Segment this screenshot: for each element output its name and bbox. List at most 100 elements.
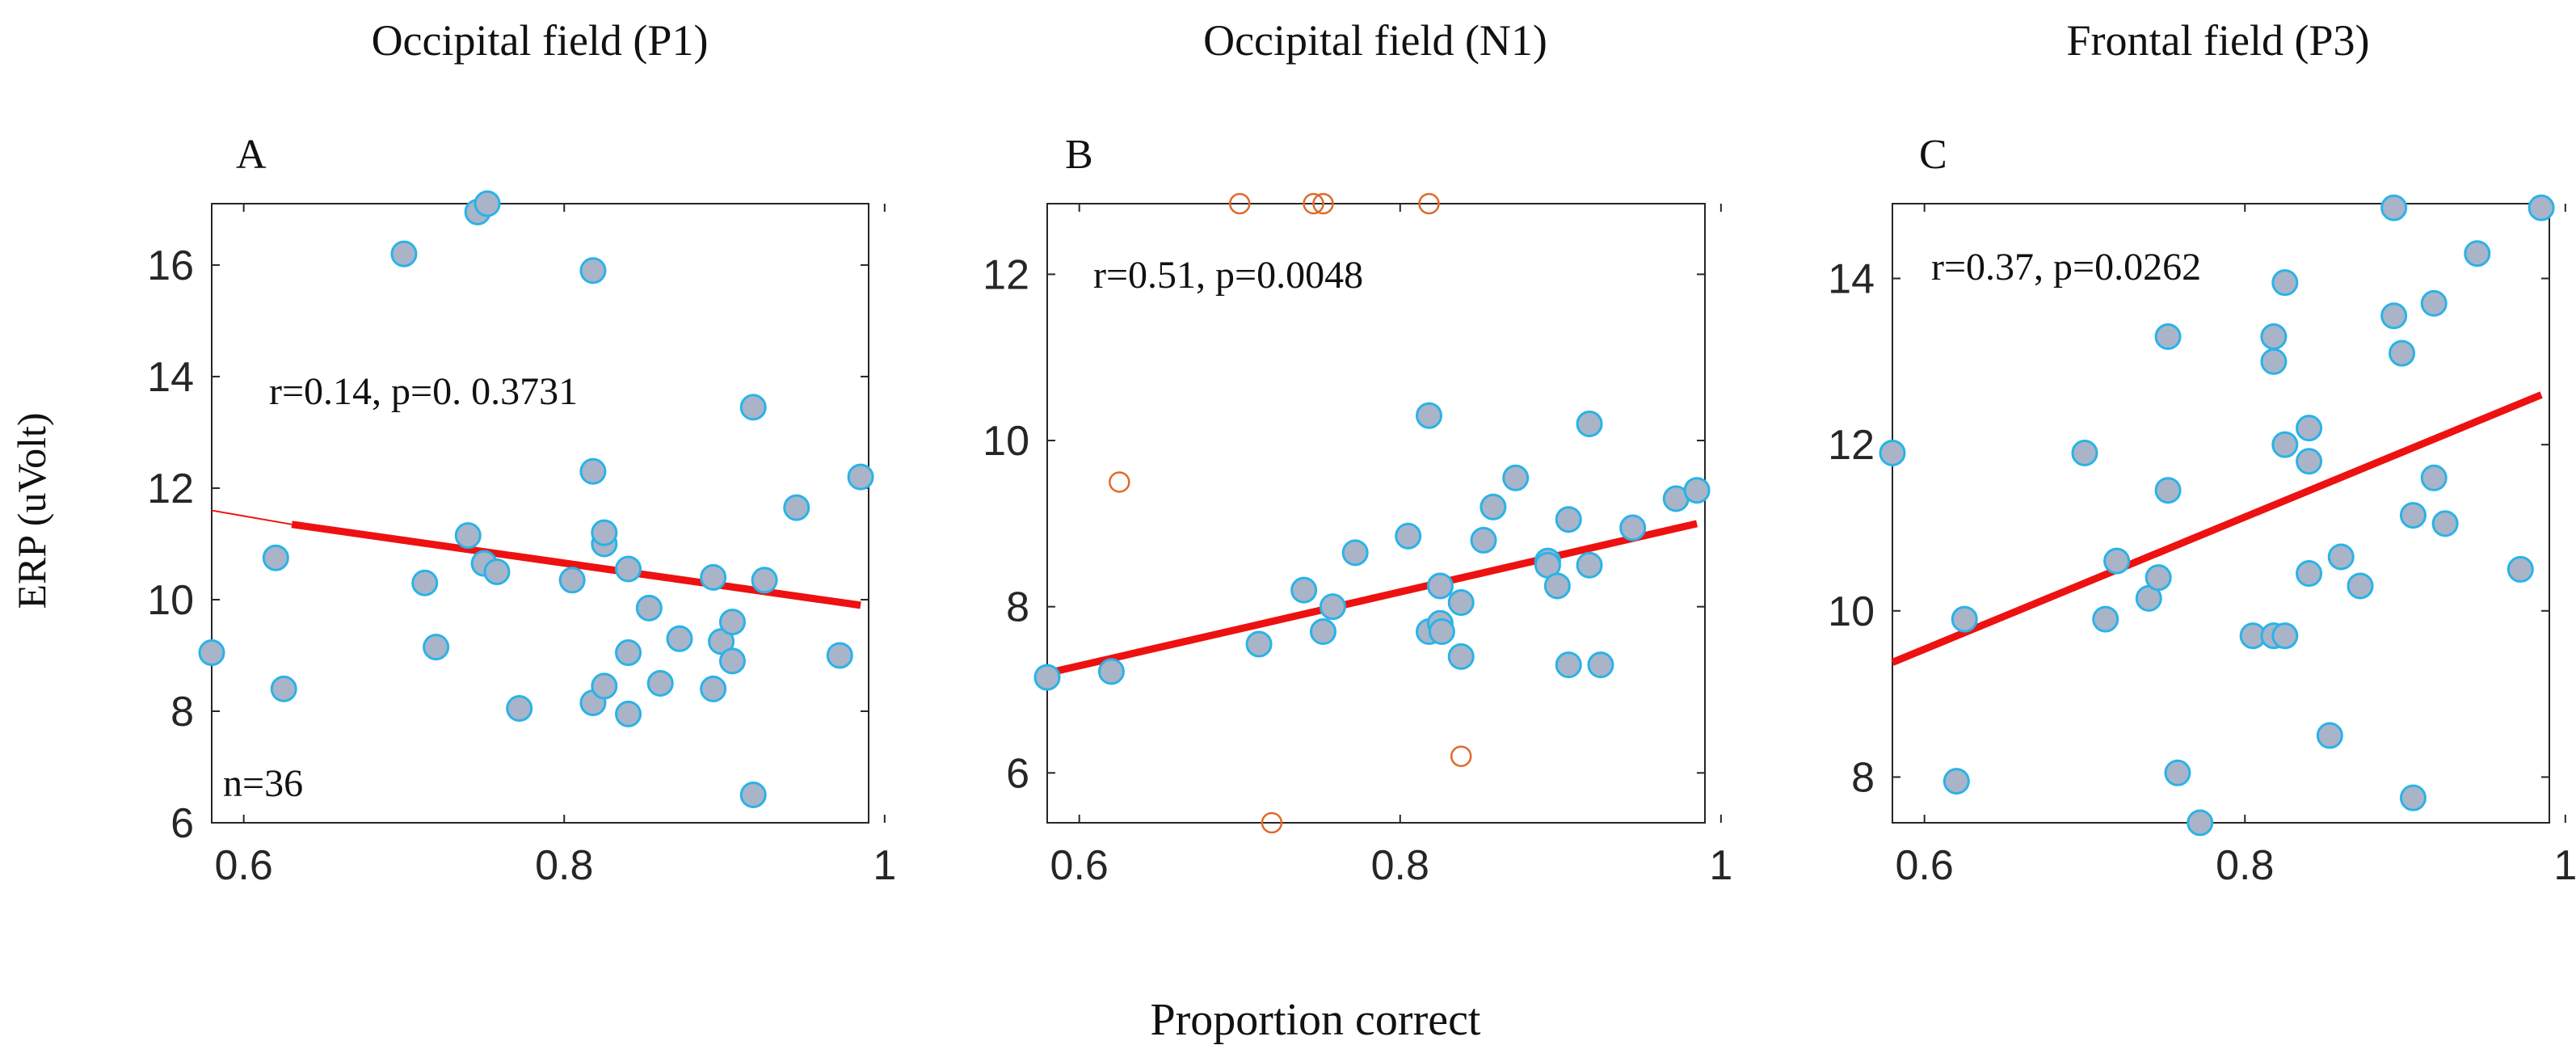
data-point — [1943, 768, 1970, 795]
data-point — [2164, 759, 2191, 786]
data-point — [1555, 506, 1582, 533]
outlier-point — [1418, 192, 1440, 215]
data-point — [270, 675, 297, 702]
data-point — [2389, 339, 2416, 367]
panel-label: A — [236, 132, 267, 178]
panel-label: C — [1919, 132, 1947, 178]
data-point — [1290, 576, 1318, 604]
data-point — [1683, 477, 1711, 504]
y-tick-label: 10 — [983, 418, 1029, 465]
y-tick-label: 10 — [147, 577, 194, 624]
data-point — [591, 672, 618, 700]
outlier-point — [1450, 745, 1472, 767]
data-point — [2420, 289, 2448, 317]
x-tick-label: 1 — [1709, 842, 1732, 889]
data-point — [1576, 410, 1603, 437]
data-point — [1619, 514, 1647, 542]
data-point — [2092, 605, 2119, 633]
x-axis-label: Proportion correct — [1151, 995, 1481, 1045]
stats-annotation: r=0.14, p=0. 0.3731 — [269, 370, 578, 413]
data-point — [1879, 439, 1906, 466]
data-point — [1951, 605, 1978, 633]
data-point — [474, 190, 501, 217]
data-point — [1033, 664, 1061, 691]
x-tick-label: 1 — [2553, 842, 2576, 889]
data-point — [1416, 402, 1443, 429]
stats-annotation: r=0.37, p=0.0262 — [1931, 246, 2201, 289]
data-point — [454, 522, 482, 550]
y-tick-label: 12 — [1828, 422, 1875, 469]
data-point — [718, 609, 746, 636]
data-point — [1341, 539, 1369, 567]
data-point — [700, 563, 727, 591]
y-tick-label: 14 — [147, 354, 194, 401]
data-point — [2327, 543, 2355, 571]
data-point — [2271, 622, 2299, 650]
data-point — [739, 781, 767, 808]
data-point — [1576, 551, 1603, 579]
data-point — [615, 555, 642, 583]
data-point — [2154, 477, 2182, 504]
data-point — [1502, 464, 1530, 491]
data-point — [2316, 722, 2343, 749]
data-point — [751, 567, 778, 594]
data-point — [2187, 809, 2214, 837]
data-point — [2103, 547, 2131, 575]
data-point — [2154, 323, 2182, 351]
data-point — [1555, 651, 1582, 679]
data-point — [2399, 502, 2427, 529]
data-point — [783, 494, 810, 521]
x-tick-label: 0.6 — [215, 842, 273, 889]
stats-annotation: r=0.51, p=0.0048 — [1093, 254, 1363, 297]
data-point — [708, 628, 735, 655]
fit-line — [1891, 391, 2543, 666]
outlier-point — [1303, 192, 1324, 215]
data-point — [1097, 658, 1125, 685]
data-point — [2420, 464, 2448, 491]
y-tick-label: 6 — [1006, 750, 1029, 797]
x-tick-label: 0.8 — [2216, 842, 2274, 889]
sample-size-label: n=36 — [223, 762, 303, 805]
data-point — [646, 669, 674, 697]
data-point — [390, 240, 418, 268]
data-point — [2380, 302, 2408, 330]
x-tick-label: 0.6 — [1896, 842, 1954, 889]
data-point — [1470, 526, 1497, 554]
data-point — [2145, 564, 2172, 592]
data-point — [2528, 194, 2555, 221]
outlier-point — [1109, 471, 1130, 493]
data-point — [739, 394, 767, 421]
y-tick-label: 16 — [147, 242, 194, 289]
outlier-point — [1312, 192, 1334, 215]
x-tick-label: 0.8 — [1371, 842, 1429, 889]
y-tick-label: 8 — [170, 689, 194, 735]
y-tick-label: 6 — [170, 800, 194, 847]
data-point — [423, 634, 450, 661]
x-tick-label: 0.8 — [535, 842, 593, 889]
data-point — [411, 569, 439, 596]
data-point — [2347, 572, 2374, 600]
data-point — [2399, 784, 2427, 811]
data-point — [2380, 194, 2408, 221]
data-point — [2260, 348, 2288, 375]
data-point — [483, 558, 511, 585]
data-point — [591, 519, 618, 546]
panels: Occipital field (P1)A0.6 0.8 16810121416r=… — [147, 16, 2576, 889]
data-point — [1309, 618, 1336, 646]
chart-panel-c: Frontal field (P3) C 0.6 0.8 1 8 10 12 14 r=0.37,… — [1828, 16, 2576, 889]
data-point — [2296, 560, 2323, 588]
outlier-point — [1228, 192, 1251, 215]
y-tick-label: 12 — [983, 251, 1029, 298]
data-point — [635, 594, 663, 622]
data-point — [2431, 510, 2459, 537]
data-point — [718, 647, 746, 675]
data-point — [2296, 415, 2323, 442]
fit-line-extension — [211, 509, 293, 525]
data-point — [558, 567, 586, 594]
data-point — [579, 457, 607, 485]
data-point — [2271, 269, 2299, 297]
data-point — [262, 544, 289, 571]
y-tick-label: 8 — [1851, 754, 1875, 801]
y-axis-label: ERP (uVolt) — [9, 412, 54, 609]
axes-box — [1892, 203, 2550, 824]
